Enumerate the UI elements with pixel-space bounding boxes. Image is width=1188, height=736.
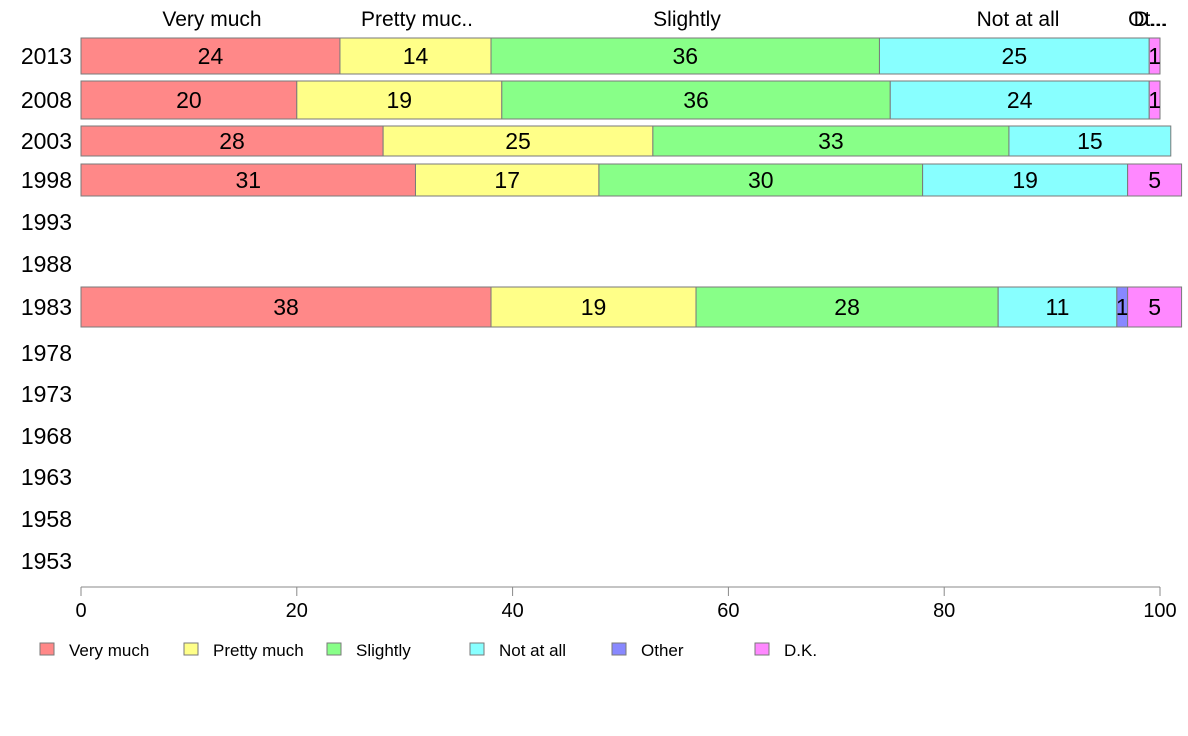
year-label: 1968 bbox=[21, 423, 72, 449]
bar-value-label: 30 bbox=[748, 167, 774, 193]
year-label: 1953 bbox=[21, 548, 72, 574]
bar-value-label: 15 bbox=[1077, 128, 1103, 154]
bar-segment bbox=[80, 125, 384, 157]
bar-segment bbox=[889, 80, 1150, 120]
bar-value-label: 20 bbox=[176, 87, 202, 113]
bar-segment bbox=[1148, 37, 1161, 75]
x-tick-label: 20 bbox=[286, 600, 308, 622]
legend-swatch bbox=[183, 642, 199, 656]
bar-segment bbox=[1008, 125, 1172, 157]
bar-value-label: 28 bbox=[219, 128, 245, 154]
year-label: 2013 bbox=[21, 43, 72, 69]
bar-value-label: 19 bbox=[1012, 167, 1038, 193]
bar-segment bbox=[652, 125, 1010, 157]
legend-label: Slightly bbox=[356, 641, 411, 660]
bar-segment bbox=[1127, 286, 1183, 328]
bar-value-label: 19 bbox=[581, 294, 607, 320]
legend-swatch bbox=[611, 642, 627, 656]
legend-swatch bbox=[754, 642, 770, 656]
bar-value-label: 1 bbox=[1148, 87, 1161, 113]
legend-label: Not at all bbox=[499, 641, 566, 660]
legend-label: Other bbox=[641, 641, 684, 660]
legend-label: D.K. bbox=[784, 641, 817, 660]
bar-segment bbox=[80, 286, 492, 328]
x-axis: 0 20 40 60 80 100 bbox=[75, 586, 1177, 622]
bar-value-label: 14 bbox=[403, 43, 429, 69]
legend-swatch bbox=[326, 642, 342, 656]
bar-value-label: 5 bbox=[1148, 294, 1161, 320]
bar-value-label: 5 bbox=[1148, 167, 1161, 193]
column-header: Slightly bbox=[653, 8, 721, 31]
year-label: 2008 bbox=[21, 87, 72, 113]
bar-segment bbox=[997, 286, 1118, 328]
x-tick-label: 60 bbox=[717, 600, 739, 622]
column-headers: Very much Pretty muc.. Slightly Not at all O… bbox=[162, 8, 1167, 31]
bar-value-label: 36 bbox=[683, 87, 709, 113]
legend-swatch bbox=[39, 642, 55, 656]
year-label: 2003 bbox=[21, 128, 72, 154]
bar-value-label: 36 bbox=[672, 43, 698, 69]
bar-value-label: 33 bbox=[818, 128, 844, 154]
bar-segment bbox=[695, 286, 999, 328]
year-label: 1983 bbox=[21, 294, 72, 320]
x-tick-label: 40 bbox=[501, 600, 523, 622]
bar-value-label: 19 bbox=[387, 87, 413, 113]
column-header: D... bbox=[1134, 8, 1167, 31]
x-tick-label: 100 bbox=[1143, 600, 1176, 622]
bar-segment bbox=[501, 80, 891, 120]
column-header: Very much bbox=[162, 8, 261, 31]
bar-value-label: 25 bbox=[505, 128, 531, 154]
year-label: 1958 bbox=[21, 506, 72, 532]
bar-segment bbox=[922, 163, 1129, 197]
bar-value-label: 38 bbox=[273, 294, 299, 320]
bar-value-label: 24 bbox=[1007, 87, 1033, 113]
bar-segment bbox=[80, 163, 416, 197]
x-tick-label: 0 bbox=[75, 600, 86, 622]
bar-value-label: 31 bbox=[235, 167, 261, 193]
bar-segment bbox=[1127, 163, 1183, 197]
year-label: 1978 bbox=[21, 340, 72, 366]
year-label: 1988 bbox=[21, 251, 72, 277]
year-label: 1963 bbox=[21, 464, 72, 490]
year-label: 1993 bbox=[21, 209, 72, 235]
legend-label: Pretty much bbox=[213, 641, 304, 660]
legend-label: Very much bbox=[69, 641, 149, 660]
year-label: 1973 bbox=[21, 381, 72, 407]
bar-segment bbox=[490, 286, 697, 328]
bar-value-label: 11 bbox=[1046, 294, 1070, 320]
column-header: Pretty muc.. bbox=[361, 8, 473, 31]
legend: Very much Pretty much Slightly Not at all Ot… bbox=[39, 641, 817, 660]
bar-value-label: 24 bbox=[198, 43, 224, 69]
bar-value-label: 1 bbox=[1148, 43, 1161, 69]
column-header: Ot... bbox=[1128, 8, 1168, 31]
bar-segment bbox=[598, 163, 924, 197]
year-labels: 2013 2008 2003 1998 1993 1988 1983 1978 1973 1968… bbox=[21, 43, 72, 574]
bar-value-label: 25 bbox=[1002, 43, 1028, 69]
bar-value-label: 28 bbox=[834, 294, 860, 320]
bar-value-label: 1 bbox=[1116, 294, 1129, 320]
bar-segment bbox=[296, 80, 503, 120]
bar-segment bbox=[339, 37, 492, 75]
bar-value-label: 17 bbox=[494, 167, 520, 193]
year-label: 1998 bbox=[21, 167, 72, 193]
bar-segment bbox=[80, 80, 298, 120]
x-tick-label: 80 bbox=[933, 600, 955, 622]
column-header: Not at all bbox=[977, 8, 1060, 31]
legend-swatch bbox=[469, 642, 485, 656]
bar-segment bbox=[1148, 80, 1161, 120]
